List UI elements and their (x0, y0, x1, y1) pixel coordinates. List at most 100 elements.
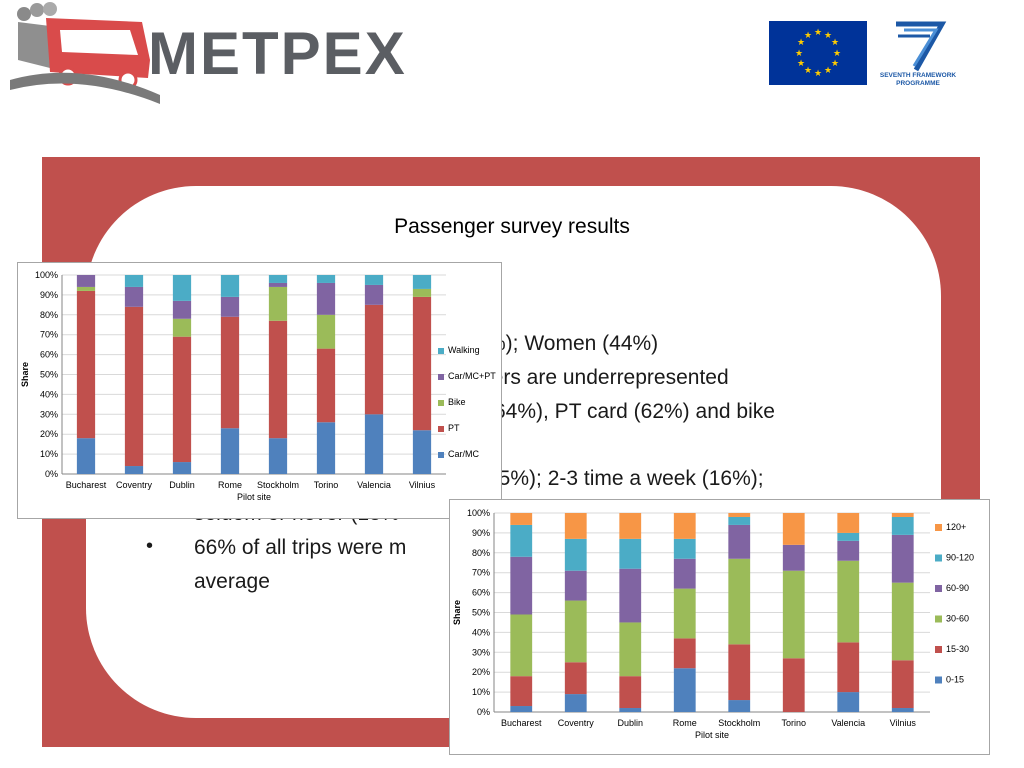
mode-chart-legend-label: PT (448, 423, 460, 433)
mode-chart-bar-segment (124, 466, 144, 474)
svg-text:★: ★ (804, 31, 812, 41)
eu-flag-icon: ★ ★ ★ ★ ★ ★ ★ ★ ★ ★ ★ ★ (769, 21, 867, 85)
mode-chart-bar-segment (124, 286, 144, 307)
duration-chart-bar-segment (619, 622, 642, 677)
duration-chart-bar-segment (564, 570, 587, 601)
duration-chart-bar-segment (837, 513, 860, 533)
mode-chart-bar-segment (268, 286, 288, 321)
duration-chart-bar-segment (837, 532, 860, 541)
fp7-label: SEVENTH FRAMEWORK PROGRAMME (876, 72, 960, 88)
mode-chart-bar-segment (364, 284, 384, 305)
duration-chart-bar-segment (728, 644, 751, 701)
mode-chart-bar-segment (76, 290, 96, 439)
duration-chart-bar-segment (782, 658, 805, 712)
mode-chart-bar-segment (172, 462, 192, 474)
duration-chart-x-tick-label: Vilnius (890, 718, 917, 728)
duration-chart-y-axis-title: Share (452, 600, 462, 625)
duration-chart-bar-segment (564, 600, 587, 663)
svg-text:★: ★ (824, 31, 832, 41)
logo-text: METPEX (148, 20, 407, 87)
mode-chart-bar-segment (268, 438, 288, 474)
duration-chart-y-tick-label: 10% (472, 687, 490, 697)
duration-chart-legend-swatch (935, 646, 942, 653)
duration-chart-legend-label: 60-90 (946, 583, 969, 593)
mode-chart-bar-segment (316, 282, 336, 315)
mode-chart-bar-segment (220, 428, 240, 474)
mode-chart-legend-label: Car/MC (448, 449, 479, 459)
mode-chart-bar-segment (268, 275, 288, 283)
duration-chart-y-tick-label: 40% (472, 627, 490, 637)
mode-chart-y-tick-label: 40% (40, 389, 58, 399)
duration-chart-legend-swatch (935, 676, 942, 684)
duration-chart-x-tick-label: Stockholm (718, 718, 760, 728)
text-line-trips: 66% of all trips were m (194, 536, 407, 559)
duration-chart-bar-segment (510, 614, 533, 677)
duration-chart-bar-segment (619, 568, 642, 623)
mode-chart-bar-segment (412, 296, 432, 431)
duration-chart-bar-segment (673, 638, 696, 669)
mode-chart-y-tick-label: 50% (40, 370, 58, 380)
duration-chart-bar-segment (837, 560, 860, 643)
duration-chart-bar-segment (782, 544, 805, 571)
svg-text:★: ★ (833, 49, 841, 59)
duration-chart-y-tick-label: 90% (472, 528, 490, 538)
duration-chart-bar-segment (564, 694, 587, 712)
trip-duration-chart: 0% 10% 20% 30% 40% 50% 60% 70% 80% 90% 100% Buchare… (449, 499, 990, 755)
mode-chart-y-tick-label: 80% (40, 310, 58, 320)
mode-chart-x-tick-label: Torino (314, 480, 339, 490)
duration-chart-x-tick-label: Torino (781, 718, 806, 728)
svg-text:★: ★ (795, 49, 803, 59)
mode-share-chart: 0% 10% 20% 30% 40% 50% 60% 70% 80% 90% 100% Buchare… (17, 262, 502, 519)
duration-chart-x-axis-title: Pilot site (695, 730, 729, 740)
duration-chart-legend-label: 0-15 (946, 675, 964, 685)
svg-text:★: ★ (797, 59, 805, 69)
mode-chart-bar-segment (316, 314, 336, 349)
mode-chart-legend-swatch (438, 400, 444, 406)
mode-chart-x-tick-label: Dublin (169, 480, 195, 490)
duration-chart-y-tick-label: 0% (477, 707, 490, 717)
mode-chart-bar-segment (412, 275, 432, 289)
duration-chart-bar-segment (510, 513, 533, 525)
duration-chart-bar-segment (564, 513, 587, 539)
trip-duration-chart-svg: 0% 10% 20% 30% 40% 50% 60% 70% 80% 90% 100% Buchare… (452, 508, 974, 740)
duration-chart-y-tick-label: 60% (472, 588, 490, 598)
duration-chart-bar-segment (619, 538, 642, 569)
duration-chart-bar-segment (673, 588, 696, 639)
mode-chart-y-tick-label: 100% (35, 270, 58, 280)
duration-chart-bar-segment (510, 524, 533, 557)
duration-chart-bar-segment (728, 516, 751, 525)
duration-chart-x-tick-label: Valencia (831, 718, 865, 728)
duration-chart-x-tick-label: Bucharest (501, 718, 542, 728)
mode-chart-bar-segment (220, 316, 240, 429)
duration-chart-bar-segment (510, 706, 533, 712)
fp7-label-line1: SEVENTH FRAMEWORK (879, 72, 957, 79)
mode-chart-bar-segment (76, 275, 96, 287)
mode-chart-x-tick-label: Bucharest (66, 480, 107, 490)
mode-chart-bar-segment (124, 275, 144, 287)
mode-chart-bar-segment (220, 275, 240, 297)
duration-chart-bar-segment (673, 558, 696, 589)
duration-chart-bar-segment (891, 513, 914, 517)
duration-chart-legend-swatch (935, 585, 942, 592)
mode-chart-bar-segment (364, 414, 384, 474)
mode-chart-bar-segment (316, 275, 336, 283)
mode-chart-bar-segment (364, 275, 384, 285)
duration-chart-bar-segment (837, 692, 860, 712)
duration-chart-bar-segment (728, 513, 751, 517)
duration-chart-bar-segment (837, 540, 860, 561)
svg-text:★: ★ (831, 59, 839, 69)
mode-chart-legend-label: Car/MC+PT (448, 371, 496, 381)
duration-chart-bar-segment (891, 534, 914, 583)
text-line-pt-card: (64%), PT card (62%) and bike (487, 400, 775, 423)
mode-chart-x-tick-label: Vilnius (409, 480, 436, 490)
bus-logo-icon (10, 2, 160, 104)
svg-text:★: ★ (814, 28, 822, 38)
mode-chart-legend-label: Bike (448, 397, 466, 407)
mode-chart-legend-swatch (438, 348, 444, 354)
mode-chart-bar-segment (172, 275, 192, 301)
duration-chart-legend-label: 30-60 (946, 614, 969, 624)
duration-chart-bar-segment (673, 513, 696, 539)
duration-chart-x-tick-label: Dublin (617, 718, 643, 728)
duration-chart-bar-segment (728, 524, 751, 559)
duration-chart-bar-segment (673, 668, 696, 712)
